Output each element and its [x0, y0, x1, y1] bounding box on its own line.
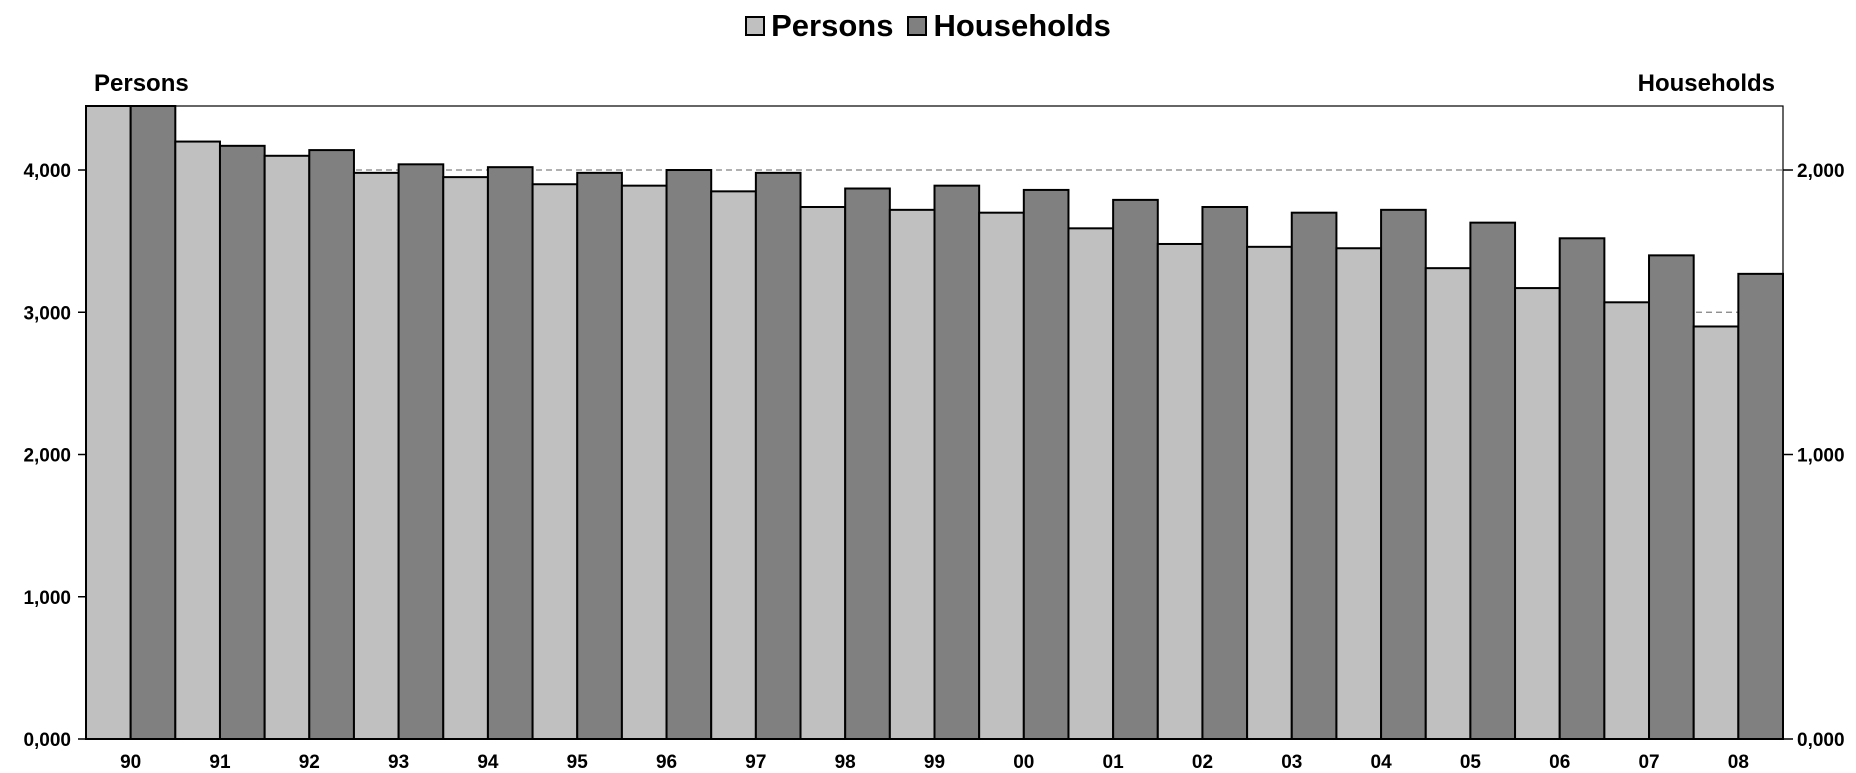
- legend-item-persons: Persons: [745, 8, 893, 44]
- bar-households-97: [754, 171, 802, 740]
- bar-households-95: [576, 171, 623, 740]
- x-tick-label-96: 96: [656, 752, 677, 773]
- bar-households-92: [308, 149, 355, 741]
- y-left-tick-label-0: 0,000: [23, 730, 71, 751]
- x-tick-label-90: 90: [120, 752, 141, 773]
- bar-households-99: [933, 184, 981, 740]
- bar-persons-95: [531, 183, 579, 740]
- legend-swatch-persons: [745, 16, 766, 36]
- bar-households-96: [665, 169, 713, 740]
- bar-persons-96: [620, 184, 668, 740]
- x-tick-label-03: 03: [1281, 752, 1302, 773]
- bar-households-05: [1469, 221, 1517, 740]
- x-tick-label-07: 07: [1638, 752, 1659, 773]
- bar-households-07: [1648, 254, 1695, 740]
- x-tick-label-97: 97: [745, 752, 766, 773]
- bar-households-04: [1380, 208, 1427, 740]
- left-axis-title: Persons: [94, 70, 189, 97]
- bar-persons-04: [1335, 247, 1383, 740]
- bar-persons-06: [1514, 287, 1561, 740]
- x-tick-label-91: 91: [209, 752, 231, 773]
- bar-households-01: [1112, 198, 1159, 741]
- x-tick-label-06: 06: [1549, 752, 1570, 773]
- bar-persons-00: [978, 211, 1025, 741]
- y-left-tick-label-3: 3,000: [23, 303, 71, 324]
- bar-persons-92: [263, 154, 311, 741]
- x-tick-label-08: 08: [1728, 752, 1749, 773]
- bar-persons-94: [442, 176, 489, 740]
- y-right-tick-label-0: 0,000: [1797, 730, 1845, 751]
- bar-households-90: [129, 105, 177, 740]
- x-tick-label-00: 00: [1013, 752, 1034, 773]
- bar-households-03: [1290, 211, 1338, 741]
- x-tick-label-95: 95: [567, 752, 589, 773]
- bar-persons-02: [1156, 242, 1204, 741]
- x-tick-label-98: 98: [835, 752, 856, 773]
- y-left-tick-label-4: 4,000: [23, 161, 71, 182]
- y-right-tick-label-2: 2,000: [1797, 161, 1845, 182]
- legend-label-households: Households: [933, 8, 1111, 43]
- bar-households-06: [1558, 237, 1606, 740]
- x-tick-label-04: 04: [1371, 752, 1393, 773]
- x-tick-label-94: 94: [477, 752, 499, 773]
- legend-swatch-households: [907, 16, 928, 36]
- bar-persons-93: [352, 171, 400, 740]
- y-right-tick-label-1: 1,000: [1797, 446, 1845, 467]
- x-tick-label-99: 99: [924, 752, 945, 773]
- bar-households-02: [1201, 205, 1249, 741]
- x-tick-label-92: 92: [299, 752, 320, 773]
- bar-persons-01: [1067, 227, 1115, 740]
- bar-households-94: [486, 166, 534, 740]
- bar-households-08: [1737, 272, 1785, 740]
- y-left-tick-label-1: 1,000: [23, 588, 71, 609]
- right-axis-title: Households: [1637, 70, 1775, 97]
- bar-households-91: [218, 144, 266, 740]
- bar-persons-03: [1246, 245, 1293, 741]
- x-tick-label-02: 02: [1192, 752, 1213, 773]
- x-tick-label-01: 01: [1103, 752, 1125, 773]
- bar-persons-97: [710, 190, 757, 740]
- bar-persons-99: [888, 208, 936, 740]
- bar-persons-07: [1603, 301, 1651, 740]
- bar-households-93: [397, 163, 445, 740]
- bar-households-98: [844, 187, 891, 741]
- legend-item-households: Households: [907, 8, 1111, 44]
- bar-persons-90: [85, 105, 132, 740]
- bar-persons-08: [1692, 325, 1740, 740]
- bar-persons-98: [799, 205, 847, 741]
- legend: Persons Households: [0, 6, 1856, 46]
- x-tick-label-93: 93: [388, 752, 409, 773]
- bar-persons-91: [174, 140, 221, 741]
- y-left-tick-label-2: 2,000: [23, 446, 71, 467]
- bar-households-00: [1022, 188, 1070, 740]
- x-tick-label-05: 05: [1460, 752, 1482, 773]
- legend-label-persons: Persons: [771, 8, 894, 43]
- bar-persons-05: [1424, 267, 1472, 740]
